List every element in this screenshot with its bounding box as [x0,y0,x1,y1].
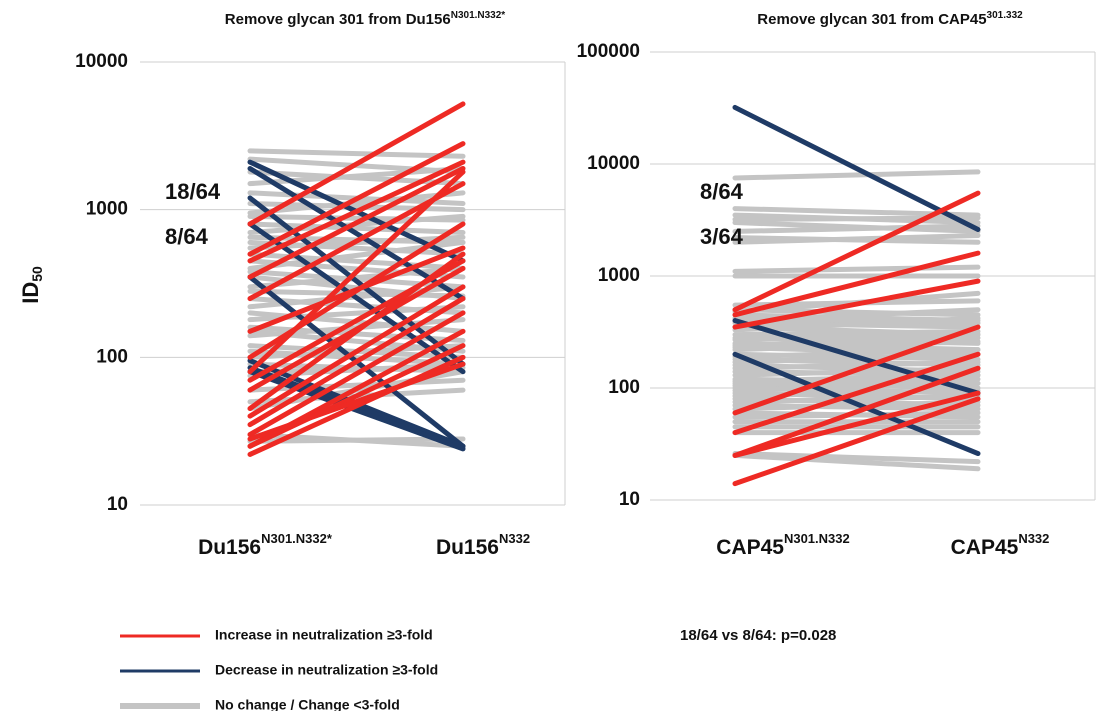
category-text: CAP45 [951,536,1019,559]
ylabel-sub: 50 [29,266,45,282]
x-tick-label: CAP45N332 [951,531,1050,558]
pair-line [247,310,466,438]
title-sup: 301.332 [987,10,1024,21]
category-text: Du156 [436,536,499,559]
pair-line [732,396,981,487]
pair-line [247,265,466,290]
pair-line [247,148,466,159]
pair-line [247,166,466,280]
pair-line [732,104,981,233]
y-tick-label: 100 [608,377,640,398]
pair-line [247,159,466,264]
pair-line [732,278,981,330]
pair-line [732,372,981,384]
pair-line [247,190,466,216]
annotation: 8/64 [165,224,209,249]
pair-line [732,332,981,343]
category-sup: N301.N332* [261,531,333,546]
pair-line [732,315,981,333]
pair-line [732,264,981,274]
pair-line [247,251,466,412]
pair-line [247,245,466,334]
pair-line [732,190,981,313]
legend-label: Decrease in neutralization ≥3-fold [215,662,438,678]
y-tick-label: 100 [96,346,128,367]
annotation: 3/64 [700,224,744,249]
pair-line [732,451,981,465]
pair-line [247,343,466,449]
pair-line [247,101,466,227]
pair-line [732,347,981,360]
pair-line [732,223,981,234]
x-tick-label: Du156N301.N332* [198,531,333,558]
pair-line [247,221,466,375]
y-tick-label: 10 [619,489,640,510]
category-text: CAP45 [716,536,784,559]
pair-line [732,452,981,472]
footnote: 18/64 vs 8/64: p=0.028 [680,627,836,644]
chart-title: Remove glycan 301 from CAP45301.332 [757,10,1023,28]
category-text: Du156 [198,536,261,559]
title-text: Remove glycan 301 from Du156 [225,11,451,28]
legend-label: Increase in neutralization ≥3-fold [215,627,433,643]
y-tick-label: 1000 [86,199,128,220]
category-sup: N301.N332 [784,531,850,546]
y-tick-label: 1000 [598,265,640,286]
pair-line [732,232,981,245]
x-tick-label: Du156N332 [436,531,530,558]
pair-line [732,324,981,416]
annotation: 8/64 [700,179,744,204]
pair-line [732,169,981,181]
pair-line [247,141,466,257]
title-sup: N301.N332* [451,10,506,21]
pair-line [732,351,981,436]
pair-line [732,351,981,457]
legend-label: No change / Change <3-fold [215,697,400,711]
pair-line [247,377,466,393]
pair-line [247,169,466,375]
pair-line [732,359,981,371]
pair-line [247,284,466,419]
x-tick-label: CAP45N301.N332 [716,531,849,558]
pair-line [732,250,981,318]
annotation: 18/64 [165,179,221,204]
pair-line [247,195,466,367]
pair-line [732,390,981,458]
pair-line [247,296,466,428]
pair-line [247,361,466,442]
title-text: Remove glycan 301 from CAP45 [757,11,986,28]
pair-line [247,288,466,299]
y-tick-label: 10 [107,494,128,515]
y-tick-label: 10000 [75,51,128,72]
y-tick-label: 100000 [577,41,640,62]
pair-line [732,365,981,458]
category-sup: N332 [1018,531,1049,546]
chart-title: Remove glycan 301 from Du156N301.N332* [225,10,506,28]
category-sup: N332 [499,531,530,546]
ylabel-text: ID [18,282,43,304]
pair-line [247,354,466,457]
pair-line [732,215,981,222]
y-tick-label: 10000 [587,153,640,174]
y-axis-label: ID50 [18,266,45,304]
